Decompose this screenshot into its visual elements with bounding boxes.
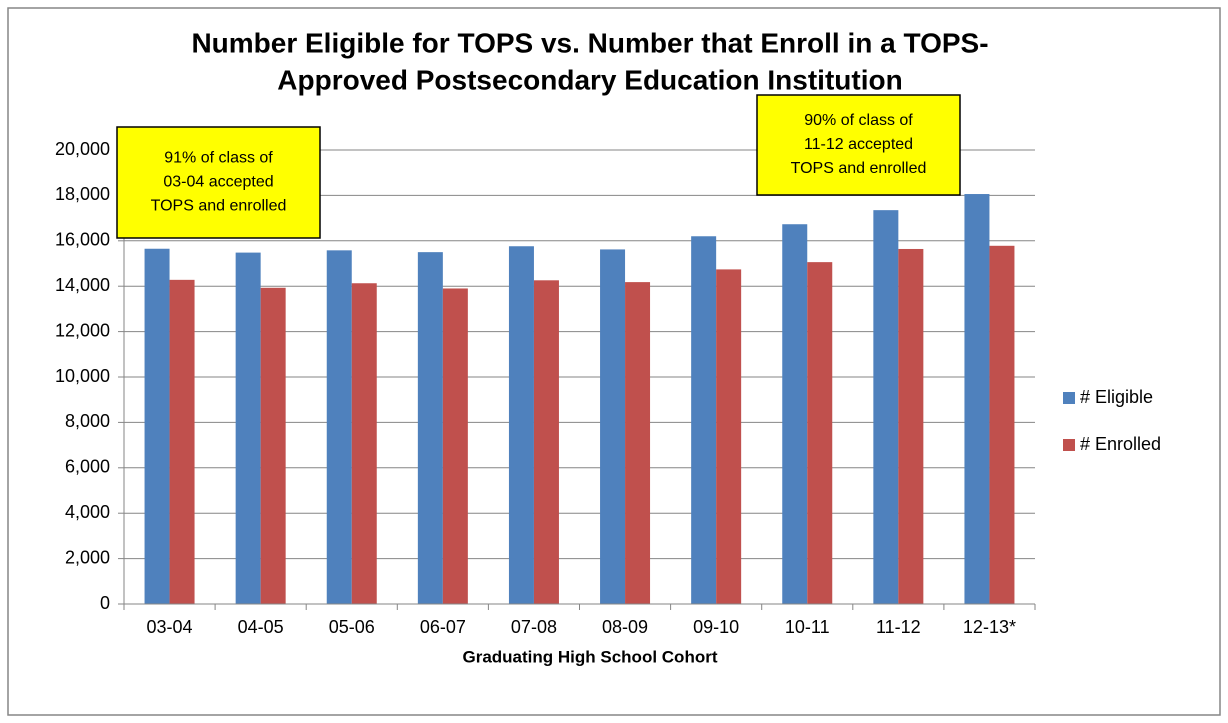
x-tick-label: 08-09 (602, 617, 648, 637)
bar (807, 262, 833, 604)
y-tick-label: 20,000 (55, 139, 110, 159)
y-tick-label: 6,000 (65, 457, 110, 477)
annotation-text: 11-12 accepted (804, 136, 913, 153)
legend-swatch (1063, 439, 1075, 451)
y-tick-label: 8,000 (65, 411, 110, 431)
bar (508, 246, 534, 605)
x-tick-label: 03-04 (147, 617, 193, 637)
x-tick-label: 05-06 (329, 617, 375, 637)
x-tick-label: 11-12 (876, 617, 921, 637)
y-tick-label: 2,000 (65, 547, 110, 567)
y-tick-label: 12,000 (55, 320, 110, 340)
y-tick-label: 18,000 (55, 184, 110, 204)
bar (964, 194, 990, 604)
bar (533, 280, 559, 604)
x-tick-label: 10-11 (785, 617, 830, 637)
y-tick-label: 16,000 (55, 230, 110, 250)
annotation-text: TOPS and enrolled (791, 160, 927, 177)
legend-label: # Eligible (1080, 387, 1153, 407)
x-axis-label: Graduating High School Cohort (463, 647, 718, 666)
bar (260, 287, 286, 604)
y-tick-label: 10,000 (55, 366, 110, 386)
annotation-text: 03-04 accepted (163, 174, 273, 191)
bar (600, 249, 626, 604)
bar (625, 282, 651, 604)
legend-swatch (1063, 392, 1075, 404)
bar (873, 210, 899, 604)
annotation-text: 91% of class of (164, 150, 273, 167)
x-tick-label: 09-10 (693, 617, 739, 637)
x-tick-label: 06-07 (420, 617, 466, 637)
annotation-text: 90% of class of (804, 112, 913, 129)
annotation-box (756, 94, 961, 196)
bar (898, 248, 924, 605)
bar (326, 250, 352, 605)
y-tick-label: 14,000 (55, 275, 110, 295)
y-tick-label: 4,000 (65, 502, 110, 522)
bar (442, 288, 468, 604)
x-tick-label: 04-05 (238, 617, 284, 637)
bar (417, 252, 443, 604)
bar (989, 245, 1015, 604)
chart-title: Number Eligible for TOPS vs. Number that… (191, 27, 988, 58)
bar (782, 224, 808, 604)
x-tick-label: 07-08 (511, 617, 557, 637)
bar (235, 252, 261, 604)
y-tick-label: 0 (100, 593, 110, 613)
bar (169, 279, 195, 604)
bar (716, 269, 742, 604)
legend-label: # Enrolled (1080, 434, 1161, 454)
bar (144, 248, 170, 604)
bar (691, 236, 717, 604)
bar (351, 283, 377, 604)
annotation-text: TOPS and enrolled (151, 198, 287, 215)
chart-title: Approved Postsecondary Education Institu… (277, 64, 902, 95)
x-tick-label: 12-13* (963, 617, 1016, 637)
annotation-box (116, 126, 321, 239)
